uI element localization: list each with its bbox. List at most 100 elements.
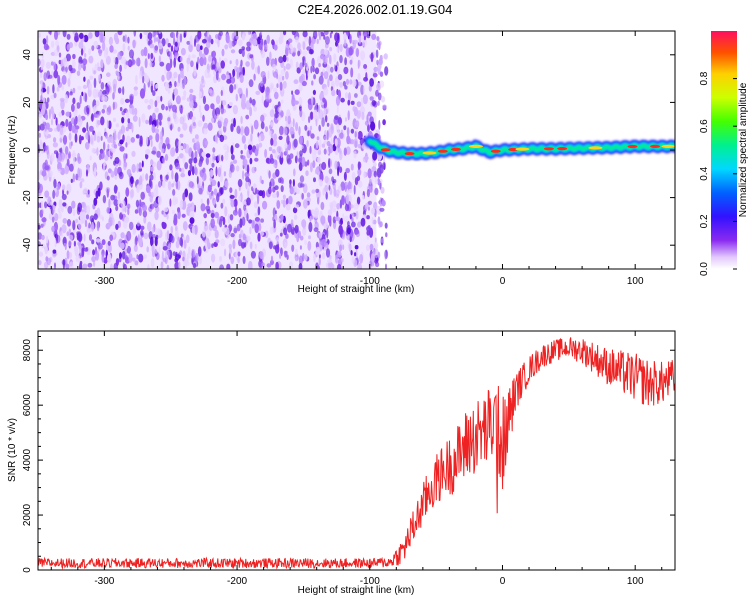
noise-speckle xyxy=(266,263,272,268)
noise-speckle xyxy=(379,221,383,228)
noise-speckle xyxy=(135,199,140,208)
noise-speckle xyxy=(56,151,59,159)
noise-speckle xyxy=(89,75,94,80)
noise-speckle xyxy=(71,103,75,112)
noise-speckle xyxy=(313,227,319,233)
noise-speckle xyxy=(160,261,164,269)
noise-speckle xyxy=(175,240,180,249)
noise-speckle xyxy=(38,58,41,67)
signal-hotspot xyxy=(451,147,461,151)
noise-speckle xyxy=(150,236,154,247)
noise-speckle xyxy=(101,108,106,114)
noise-speckle xyxy=(119,139,124,145)
noise-speckle xyxy=(299,175,305,183)
noise-speckle xyxy=(272,63,277,70)
noise-speckle xyxy=(233,198,238,208)
noise-speckle xyxy=(243,31,248,35)
noise-speckle xyxy=(275,244,280,254)
noise-speckle xyxy=(254,148,259,157)
noise-speckle xyxy=(348,92,351,102)
noise-speckle xyxy=(380,238,384,243)
noise-speckle xyxy=(283,250,288,255)
noise-speckle xyxy=(350,163,354,171)
noise-speckle xyxy=(164,81,169,92)
noise-speckle xyxy=(239,74,244,83)
noise-speckle xyxy=(280,99,284,104)
noise-speckle xyxy=(270,138,274,146)
noise-speckle xyxy=(88,32,93,39)
noise-speckle xyxy=(214,107,221,116)
noise-speckle xyxy=(149,61,153,68)
noise-speckle xyxy=(298,126,301,136)
noise-speckle xyxy=(220,60,225,69)
noise-speckle xyxy=(248,79,254,88)
noise-speckle xyxy=(353,106,358,117)
noise-speckle xyxy=(302,31,308,38)
noise-speckle xyxy=(112,117,117,123)
noise-speckle xyxy=(249,54,254,59)
noise-speckle xyxy=(83,204,87,214)
noise-speckle xyxy=(156,228,161,236)
noise-speckle xyxy=(255,90,261,95)
noise-speckle xyxy=(328,143,334,154)
noise-speckle xyxy=(196,41,201,51)
noise-speckle xyxy=(313,177,316,183)
noise-speckle xyxy=(314,67,320,75)
noise-speckle xyxy=(59,124,64,136)
noise-speckle xyxy=(132,257,136,262)
noise-speckle xyxy=(215,70,219,81)
noise-speckle xyxy=(363,36,366,41)
noise-speckle xyxy=(65,111,71,117)
noise-speckle xyxy=(246,181,251,192)
noise-speckle xyxy=(378,41,381,51)
noise-speckle xyxy=(273,87,278,93)
noise-speckle xyxy=(153,188,158,198)
noise-speckle xyxy=(61,75,67,85)
noise-speckle xyxy=(198,161,203,168)
noise-speckle xyxy=(72,87,76,94)
noise-speckle xyxy=(169,51,173,56)
noise-speckle xyxy=(276,83,279,88)
noise-speckle xyxy=(334,64,336,71)
noise-speckle xyxy=(41,243,45,249)
noise-speckle xyxy=(191,116,197,121)
noise-speckle xyxy=(260,231,264,236)
noise-speckle xyxy=(329,54,332,65)
noise-speckle xyxy=(335,95,341,106)
noise-speckle xyxy=(124,98,130,103)
noise-speckle xyxy=(177,126,181,132)
noise-speckle xyxy=(232,68,236,78)
noise-speckle xyxy=(377,251,381,259)
noise-speckle xyxy=(38,113,43,118)
noise-speckle xyxy=(371,207,375,215)
noise-speckle xyxy=(115,123,119,128)
noise-speckle xyxy=(246,235,251,242)
noise-speckle xyxy=(323,148,327,155)
noise-speckle xyxy=(343,171,347,181)
noise-speckle xyxy=(286,56,289,62)
noise-speckle xyxy=(154,128,160,134)
noise-speckle xyxy=(113,56,116,64)
noise-speckle xyxy=(233,83,237,90)
noise-speckle xyxy=(60,167,66,176)
noise-speckle xyxy=(203,122,208,130)
noise-speckle xyxy=(237,256,240,264)
noise-speckle xyxy=(356,48,359,57)
noise-speckle xyxy=(182,122,188,131)
noise-speckle xyxy=(147,264,150,269)
noise-speckle xyxy=(362,94,368,105)
noise-speckle xyxy=(382,119,386,126)
noise-speckle xyxy=(257,232,261,242)
colorbar-gradient xyxy=(711,31,737,269)
noise-speckle xyxy=(194,150,198,159)
noise-speckle xyxy=(86,205,91,215)
noise-speckle xyxy=(278,56,284,64)
noise-speckle xyxy=(60,230,64,238)
noise-speckle xyxy=(357,221,362,228)
noise-speckle xyxy=(91,45,95,51)
noise-speckle xyxy=(52,205,56,210)
signal-hotspot xyxy=(543,147,554,151)
noise-speckle xyxy=(125,126,129,132)
noise-speckle xyxy=(240,59,243,67)
signal-hotspot xyxy=(650,144,661,148)
